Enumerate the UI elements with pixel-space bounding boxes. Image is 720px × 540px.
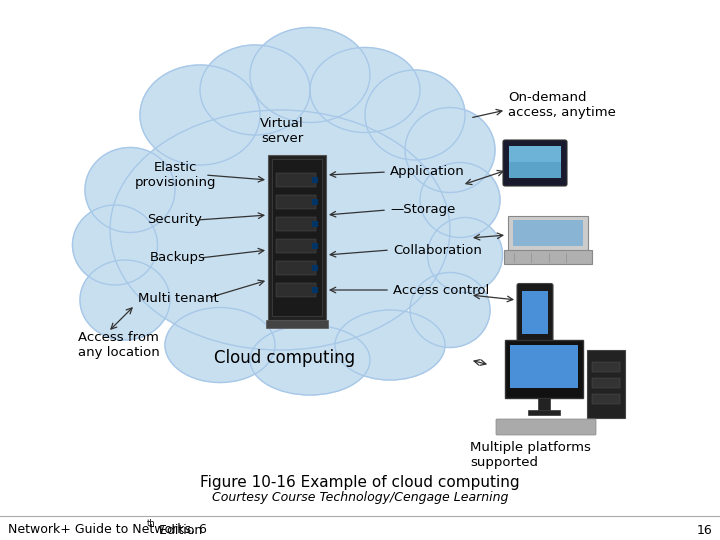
Text: —Storage: —Storage — [390, 204, 455, 217]
Bar — [592, 362, 620, 372]
Ellipse shape — [420, 163, 500, 238]
Bar — [522, 291, 548, 334]
Text: Network+ Guide to Networks, 6: Network+ Guide to Networks, 6 — [8, 523, 207, 537]
Bar — [312, 287, 318, 293]
Ellipse shape — [85, 147, 175, 233]
Ellipse shape — [140, 65, 260, 165]
Bar — [268, 155, 326, 320]
Text: On-demand
access, anytime: On-demand access, anytime — [508, 91, 616, 119]
Ellipse shape — [410, 273, 490, 348]
Ellipse shape — [110, 110, 450, 350]
Bar — [312, 221, 318, 227]
Text: Multiple platforms
supported: Multiple platforms supported — [470, 441, 591, 469]
Bar — [592, 378, 620, 388]
Bar — [538, 398, 550, 410]
Text: Virtual
server: Virtual server — [260, 117, 304, 145]
Text: Collaboration: Collaboration — [393, 244, 482, 256]
Ellipse shape — [405, 107, 495, 192]
Bar — [509, 146, 561, 162]
Ellipse shape — [250, 28, 370, 123]
Bar — [312, 177, 318, 183]
Ellipse shape — [200, 45, 310, 135]
Bar — [312, 243, 318, 249]
Ellipse shape — [250, 325, 370, 395]
Text: Backups: Backups — [150, 252, 206, 265]
Ellipse shape — [310, 48, 420, 132]
Bar — [312, 265, 318, 271]
Text: Cloud computing: Cloud computing — [215, 349, 356, 367]
Bar — [510, 345, 578, 388]
FancyBboxPatch shape — [503, 140, 567, 186]
Bar — [276, 217, 316, 231]
Ellipse shape — [335, 310, 445, 380]
Ellipse shape — [73, 205, 158, 285]
Text: Security: Security — [148, 213, 202, 226]
FancyBboxPatch shape — [504, 249, 592, 264]
Text: Access from
any location: Access from any location — [78, 331, 160, 359]
Bar — [509, 146, 561, 178]
Text: Figure 10-16 Example of cloud computing: Figure 10-16 Example of cloud computing — [200, 475, 520, 489]
Bar — [276, 195, 316, 209]
Text: Elastic
provisioning: Elastic provisioning — [134, 161, 216, 189]
FancyBboxPatch shape — [496, 419, 596, 435]
Bar — [587, 350, 625, 418]
Bar — [276, 261, 316, 275]
Bar — [592, 394, 620, 404]
FancyBboxPatch shape — [505, 340, 583, 398]
Text: th: th — [147, 519, 156, 529]
Ellipse shape — [80, 260, 170, 340]
Bar — [312, 199, 318, 205]
Bar — [272, 159, 322, 316]
Bar — [528, 410, 560, 415]
Bar — [276, 173, 316, 187]
Ellipse shape — [165, 307, 275, 382]
Bar — [266, 320, 328, 328]
Text: Edition: Edition — [155, 523, 202, 537]
Text: Multi tenant: Multi tenant — [138, 292, 218, 305]
FancyBboxPatch shape — [517, 284, 553, 342]
Bar — [276, 239, 316, 253]
Text: Courtesy Course Technology/Cengage Learning: Courtesy Course Technology/Cengage Learn… — [212, 491, 508, 504]
Ellipse shape — [428, 218, 503, 293]
Bar — [276, 283, 316, 297]
FancyBboxPatch shape — [508, 216, 588, 251]
Bar — [513, 220, 583, 246]
Text: 16: 16 — [696, 523, 712, 537]
Text: Access control: Access control — [393, 284, 490, 296]
Ellipse shape — [365, 70, 465, 160]
Text: Application: Application — [390, 165, 464, 179]
